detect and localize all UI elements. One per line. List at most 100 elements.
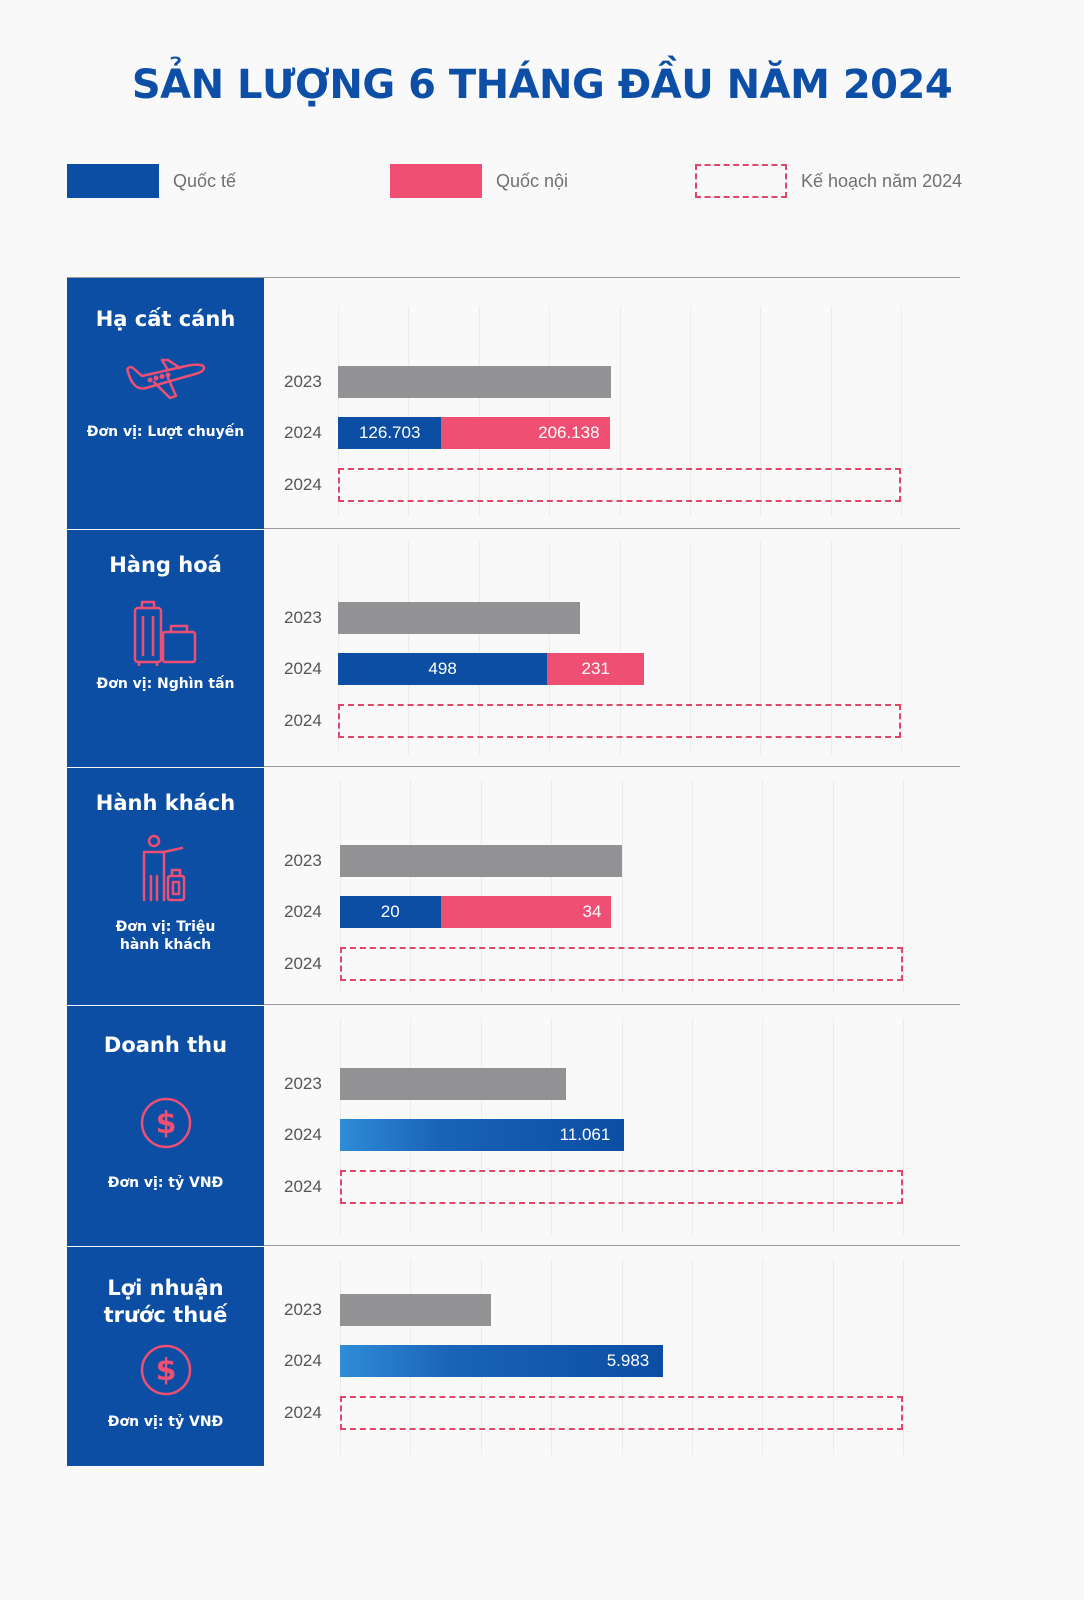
gridline (692, 1018, 693, 1234)
row-label-2024: 2024 (284, 659, 322, 678)
plan-box (340, 947, 903, 981)
legend-label-international: Quốc tế (173, 170, 237, 191)
chart-area: 2023 2024 2024 20 34 (264, 768, 960, 1005)
panel-sidebar: Doanh thu $ Đơn vị: tỷ VNĐ (67, 1006, 264, 1246)
chart-area: 2023 2024 2024 126.703 206.138 (264, 278, 960, 529)
bar-label-international: 126.703 (358, 423, 421, 442)
bar-international: 498 (338, 653, 548, 685)
bar-international: 20 (340, 896, 441, 928)
bar-label-domestic: 231 (581, 659, 610, 678)
bar-domestic: 34 (440, 896, 612, 928)
gridline (762, 780, 764, 992)
panel-divider (264, 1004, 960, 1005)
panel-divider (264, 766, 960, 767)
gridline (760, 542, 762, 754)
plan-box (338, 704, 901, 738)
row-label-plan: 2024 (284, 475, 322, 494)
panel-divider (264, 1245, 960, 1246)
panel-revenue: Doanh thu $ Đơn vị: tỷ VNĐ 2023 2024 202… (67, 1006, 960, 1246)
row-label-plan: 2024 (284, 1403, 322, 1422)
gridline (619, 542, 621, 754)
gridline (901, 306, 903, 516)
panel-title: Hành khách (95, 791, 236, 815)
row-label-2024: 2024 (284, 902, 322, 921)
legend-swatch-domestic (390, 164, 482, 198)
dollar-icon: $ (67, 1343, 264, 1397)
gridline (408, 542, 410, 754)
gridline (410, 780, 412, 992)
panel-profit: Lợi nhuận trước thuế $ Đơn vị: tỷ VNĐ 20… (67, 1247, 960, 1466)
row-label-plan: 2024 (284, 711, 322, 730)
legend-label-domestic: Quốc nội (496, 170, 569, 191)
legend-swatch-international (67, 164, 159, 198)
legend-label-plan: Kế hoạch năm 2024 (801, 170, 963, 191)
panel-sidebar: Hạ cất cánh Đơn vị: Lượt chuyến (67, 278, 264, 529)
panel-title: Hạ cất cánh (95, 307, 236, 331)
panel-title: Hàng hoá (109, 553, 222, 577)
row-label-2023: 2023 (284, 1300, 322, 1319)
gridline (903, 1018, 905, 1234)
gridline (903, 780, 905, 992)
gridline (830, 306, 832, 516)
panel-unit: Đơn vị: Triệu hành khách (115, 919, 216, 953)
gridline (692, 1259, 693, 1455)
legend-item-domestic: Quốc nội (390, 164, 568, 198)
top-rule (67, 277, 960, 278)
gridline (338, 542, 339, 754)
gridline (549, 542, 551, 754)
bar-label-international: 498 (428, 659, 457, 678)
panel-unit: Đơn vị: Nghìn tấn (96, 676, 235, 692)
gridline (478, 306, 480, 516)
bar-domestic: 231 (547, 653, 645, 685)
gridline (832, 780, 834, 992)
gridline (832, 1018, 834, 1234)
gridline (480, 780, 482, 992)
gridline (690, 542, 691, 754)
panel-cargo: Hàng hoá Đơn vị: Nghìn tấn 2023 2024 202… (67, 530, 960, 767)
bar-domestic: 206.138 (441, 417, 610, 449)
luggage-icon (67, 600, 264, 668)
row-label-2024: 2024 (284, 423, 322, 442)
gridline (338, 306, 339, 516)
gridline (690, 306, 691, 516)
chart-area: 2023 2024 2024 11.061 (264, 1006, 960, 1246)
gridline (832, 1259, 834, 1455)
chart-area: 2023 2024 2024 5.983 (264, 1247, 960, 1466)
bar-international: 126.703 (338, 417, 442, 449)
plan-box (340, 1170, 903, 1204)
airplane-icon (67, 358, 264, 402)
gridline (408, 306, 410, 516)
panel-flights: Hạ cất cánh Đơn vị: Lượt chuyến 2023 202… (67, 278, 960, 529)
chart-area: 2023 2024 2024 498 231 (264, 530, 960, 767)
legend-item-plan: Kế hoạch năm 2024 (695, 164, 962, 198)
row-label-2023: 2023 (284, 851, 322, 870)
bar-2023 (338, 602, 580, 634)
panel-unit: Đơn vị: Lượt chuyến (86, 424, 245, 440)
panel-unit: Đơn vị: tỷ VNĐ (107, 1414, 224, 1430)
gridline (903, 1259, 905, 1455)
bar-2024: 11.061 (340, 1119, 625, 1151)
row-label-2023: 2023 (284, 1074, 322, 1093)
bar-2023 (340, 1068, 567, 1100)
bar-label-2024: 5.983 (606, 1351, 650, 1370)
legend-item-international: Quốc tế (67, 164, 236, 198)
panel-passengers: Hành khách Đơn vị: Triệu hành khách 2023… (67, 768, 960, 1005)
gridline (760, 306, 762, 516)
row-label-2024: 2024 (284, 1125, 322, 1144)
gridline (619, 306, 621, 516)
bar-label-international: 20 (380, 902, 400, 921)
panel-divider (264, 528, 960, 529)
gridline (478, 542, 480, 754)
row-label-plan: 2024 (284, 954, 322, 973)
gridline (901, 542, 903, 754)
row-label-2023: 2023 (284, 372, 322, 391)
panel-title: Lợi nhuận trước thuế (103, 1276, 228, 1327)
bar-label-domestic: 34 (582, 902, 602, 921)
panel-sidebar: Hàng hoá Đơn vị: Nghìn tấn (67, 530, 264, 767)
panel-unit: Đơn vị: tỷ VNĐ (107, 1175, 224, 1191)
bar-2023 (340, 845, 622, 877)
bar-label-2024: 11.061 (559, 1125, 611, 1144)
bar-label-domestic: 206.138 (538, 423, 600, 442)
svg-text:$: $ (155, 1106, 176, 1141)
row-label-2024: 2024 (284, 1351, 322, 1370)
